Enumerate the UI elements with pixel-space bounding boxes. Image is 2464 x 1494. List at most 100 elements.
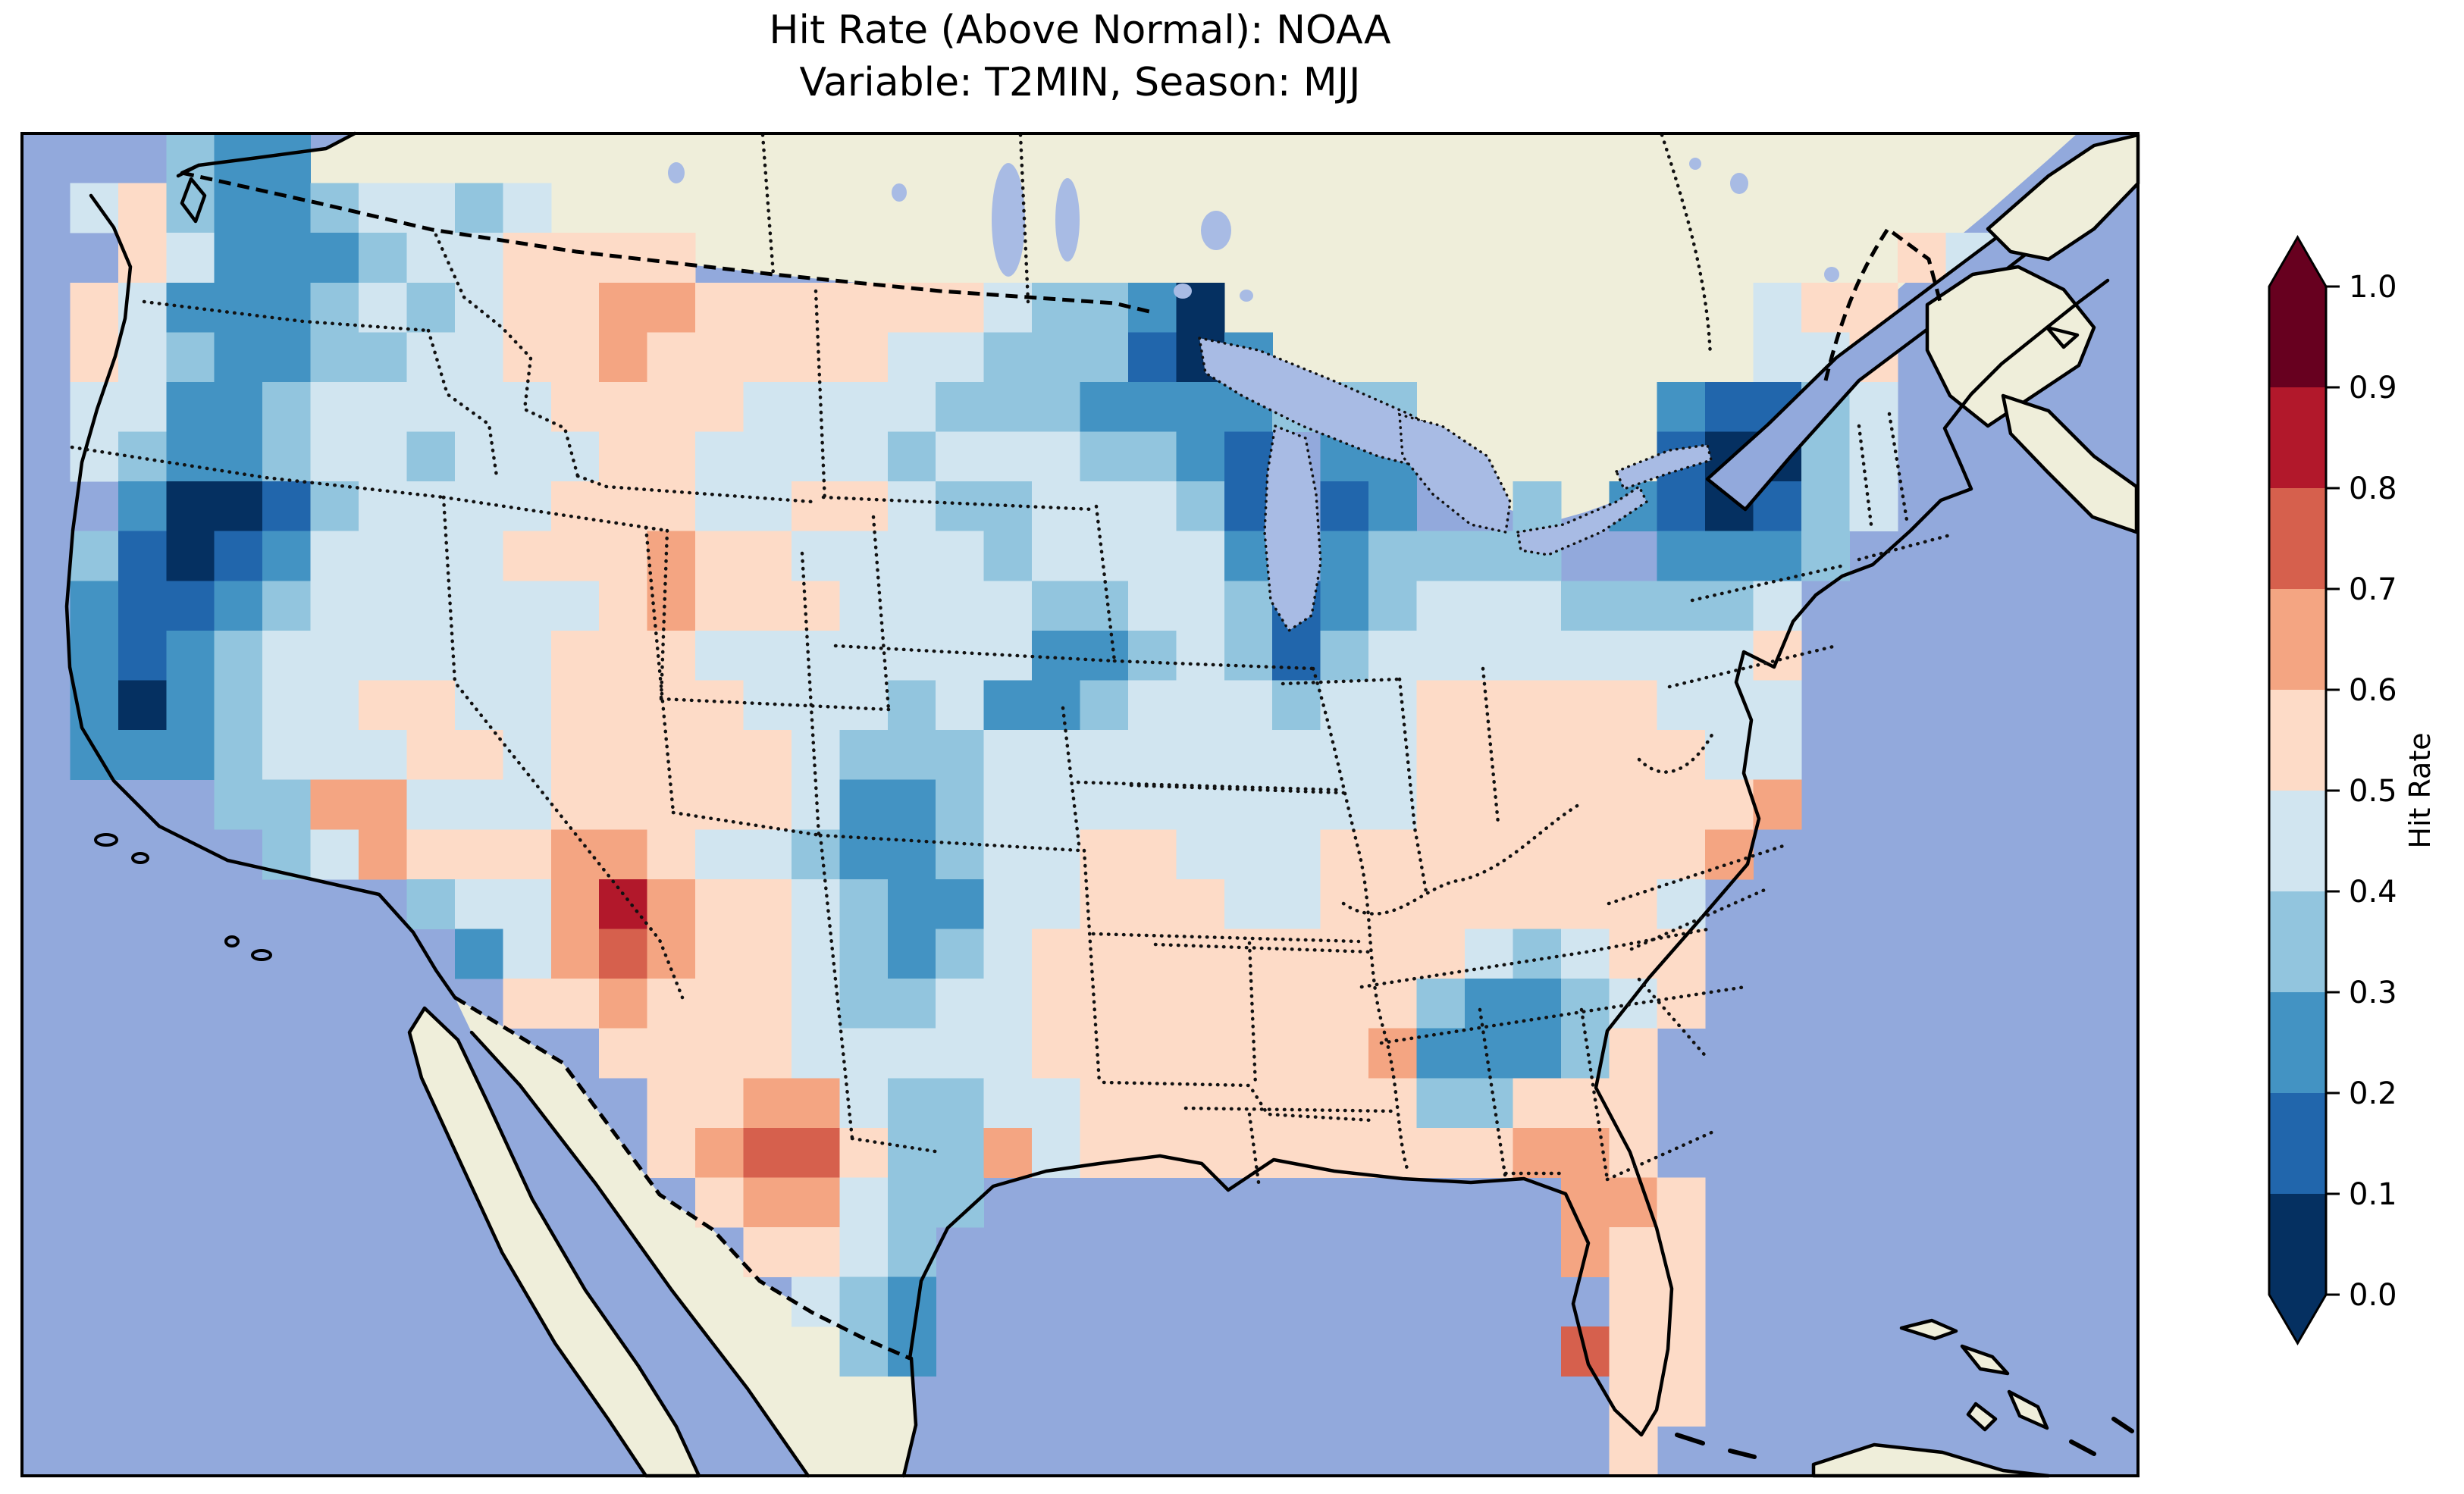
colorbar-tick-label: 0.9 xyxy=(2349,371,2397,406)
heatmap-cell xyxy=(936,431,985,482)
heatmap-cell xyxy=(214,382,263,432)
lake-michigan xyxy=(1263,424,1322,633)
heatmap-cell xyxy=(1465,630,1513,681)
heatmap-cell xyxy=(1127,581,1177,631)
heatmap-cell xyxy=(983,1127,1033,1178)
heatmap-cell xyxy=(1513,630,1562,681)
colorbar-segment xyxy=(2269,1093,2326,1195)
heatmap-cell xyxy=(359,680,407,731)
heatmap-cell xyxy=(695,680,744,731)
heatmap-cell xyxy=(1272,929,1321,979)
heatmap-cell xyxy=(1609,1078,1658,1129)
lake-winnipeg xyxy=(992,163,1025,277)
heatmap-cell xyxy=(1032,730,1081,781)
heatmap-cell xyxy=(166,481,215,532)
heatmap-cell xyxy=(1127,382,1177,432)
heatmap-cell xyxy=(1560,779,1610,830)
heatmap-cell xyxy=(1705,779,1754,830)
heatmap-cell xyxy=(359,829,407,880)
heatmap-cell xyxy=(262,133,312,183)
heatmap-cell xyxy=(1176,531,1225,581)
heatmap-cell xyxy=(743,829,792,880)
heatmap-cell xyxy=(1560,730,1610,781)
heatmap-cell xyxy=(1513,879,1562,929)
great-lakes xyxy=(1197,336,1713,633)
heatmap-cell xyxy=(599,680,648,731)
heatmap-cell xyxy=(936,1028,985,1079)
heatmap-cell xyxy=(1272,979,1321,1029)
heatmap-cell xyxy=(1032,1078,1081,1129)
heatmap-cell xyxy=(166,183,215,233)
lake-erie xyxy=(1516,484,1649,556)
heatmap-cell xyxy=(1224,680,1273,731)
heatmap-cell xyxy=(1416,1028,1466,1079)
heatmap-cell xyxy=(310,431,359,482)
heatmap-cell xyxy=(1032,431,1081,482)
heatmap-cell xyxy=(1320,680,1369,731)
heatmap-cell xyxy=(1127,879,1177,929)
heatmap-cell xyxy=(695,630,744,681)
heatmap-cell xyxy=(1272,680,1321,731)
heatmap-cell xyxy=(1513,979,1562,1029)
colorbar-tick-label: 0.4 xyxy=(2349,875,2397,910)
heatmap-cell xyxy=(454,879,503,929)
map-coastlines xyxy=(64,131,2110,1478)
heatmap-cell xyxy=(791,332,840,383)
heatmap-cell xyxy=(166,680,215,731)
heatmap-cell xyxy=(599,779,648,830)
heatmap-cell xyxy=(1513,1127,1562,1178)
heatmap-cell xyxy=(1127,979,1177,1029)
colorbar-upper-arrow xyxy=(2269,237,2326,287)
heatmap-cell xyxy=(983,332,1033,383)
colorbar-tick-label: 0.2 xyxy=(2349,1076,2397,1111)
colorbar-segment xyxy=(2269,690,2326,791)
heatmap-cell xyxy=(839,680,889,731)
heatmap-cell xyxy=(599,382,648,432)
heatmap-cell xyxy=(1032,680,1081,731)
heatmap-cell xyxy=(983,1028,1033,1079)
heatmap-cell xyxy=(1127,282,1177,333)
heatmap-cell xyxy=(1368,1078,1418,1129)
heatmap-cell xyxy=(310,630,359,681)
heatmap-cell xyxy=(1320,730,1369,781)
colorbar-axis-label: Hit Rate xyxy=(2403,732,2437,848)
heatmap-cell xyxy=(791,1028,840,1079)
figure-title: Hit Rate (Above Normal): NOAA Variable: … xyxy=(22,5,2138,108)
pacific-coastline xyxy=(64,193,457,1000)
heatmap-cell xyxy=(406,680,456,731)
heatmap-cell xyxy=(1609,1177,1658,1228)
heatmap-cell xyxy=(70,630,119,681)
heatmap-cell xyxy=(454,183,503,233)
heatmap-cell xyxy=(1224,879,1273,929)
heatmap-cell xyxy=(887,1028,936,1079)
heatmap-cell xyxy=(743,630,792,681)
heatmap-cell xyxy=(1513,779,1562,830)
heatmap-cell xyxy=(695,1127,744,1178)
heatmap-cell xyxy=(359,233,407,283)
heatmap-cell xyxy=(166,531,215,581)
heatmap-cell xyxy=(1609,730,1658,781)
colorbar-segment xyxy=(2269,589,2326,691)
heatmap-cell xyxy=(743,431,792,482)
heatmap-cell xyxy=(1849,382,1898,432)
heatmap-cell xyxy=(1127,630,1177,681)
heatmap-cell xyxy=(599,581,648,631)
heatmap-cell xyxy=(791,1177,840,1228)
heatmap-cell xyxy=(1465,979,1513,1029)
heatmap-cell xyxy=(406,233,456,283)
heatmap-cell xyxy=(1272,829,1321,880)
heatmap-cell xyxy=(1657,630,1706,681)
colorbar-segment xyxy=(2269,287,2326,388)
heatmap-cell xyxy=(1416,531,1466,581)
heatmap-cell xyxy=(695,282,744,333)
heatmap-cell xyxy=(1657,531,1706,581)
heatmap-cell xyxy=(1320,1028,1369,1079)
lake-ontario xyxy=(1614,443,1713,491)
heatmap-cell xyxy=(1320,630,1369,681)
heatmap-cell xyxy=(791,1276,840,1327)
heatmap-cell xyxy=(839,829,889,880)
heatmap-cell xyxy=(647,382,696,432)
heatmap-cell xyxy=(983,680,1033,731)
heatmap-cell xyxy=(647,1078,696,1129)
heatmap-cell xyxy=(1609,1227,1658,1277)
